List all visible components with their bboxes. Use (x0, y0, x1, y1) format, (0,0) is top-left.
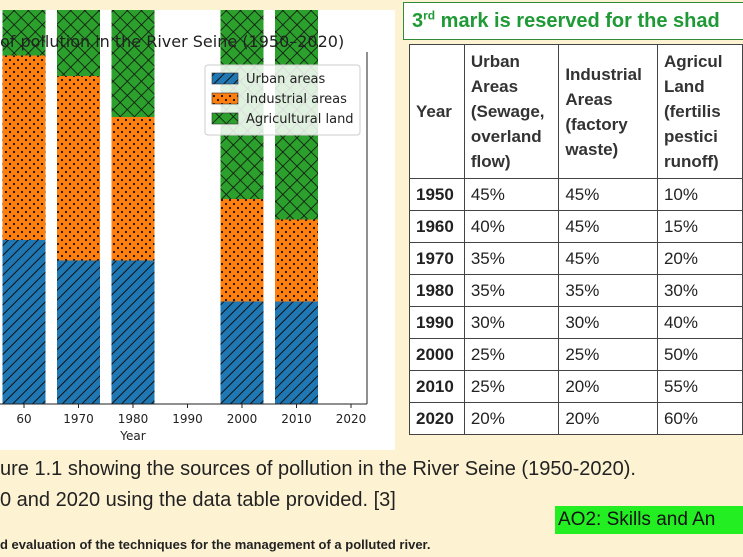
table-row: 1960 40% 45% 15% (409, 210, 743, 243)
table-cell-year: 2010 (409, 370, 465, 403)
footnote-text: d evaluation of the techniques for the m… (0, 537, 431, 552)
chart-panel: 60 1970 1980 1990 2000 2010 2020 of pollution … (0, 10, 395, 450)
reserved-note-text: mark is reserved for the shad (435, 10, 720, 32)
header-year: Year (409, 44, 465, 179)
table-cell-year: 2000 (409, 338, 465, 371)
bar-industrial-1960 (2, 55, 46, 240)
x-tick-label: 2020 (336, 412, 367, 426)
table-cell-industrial: 30% (558, 306, 658, 339)
figure-caption-line-2: 0 and 2020 using the data table provided… (0, 489, 396, 511)
legend-label-urban: Urban areas (246, 72, 325, 87)
figure-caption-line-1: ure 1.1 showing the sources of pollution… (0, 458, 636, 480)
table-row: 1990 30% 30% 40% (409, 306, 743, 339)
table-row: 1950 45% 45% 10% (409, 178, 743, 211)
table-cell-year: 1970 (409, 242, 465, 275)
ao2-skills-badge: AO2: Skills and An (555, 506, 743, 534)
table-cell-urban: 25% (463, 338, 560, 371)
table-cell-agricultural: 55% (656, 370, 743, 403)
reserved-note-ordinal: 3 (412, 10, 424, 32)
table-cell-industrial: 45% (558, 242, 658, 275)
chart-title: of pollution in the River Seine (1950–20… (0, 32, 344, 51)
x-tick-label: 1970 (63, 412, 94, 426)
bar-urban-1980 (111, 260, 155, 404)
table-row: 2010 25% 20% 55% (409, 370, 743, 403)
table-cell-agricultural: 50% (656, 338, 743, 371)
table-cell-agricultural: 15% (656, 210, 743, 243)
table-cell-year: 2020 (409, 402, 465, 435)
table-cell-year: 1950 (409, 178, 465, 211)
table-cell-urban: 35% (463, 274, 560, 307)
table-cell-year: 1980 (409, 274, 465, 307)
x-tick-label: 1980 (118, 412, 149, 426)
pollution-data-table: Year Urban Areas (Sewage, overland flow)… (409, 44, 743, 435)
x-tick-label: 2000 (227, 412, 258, 426)
table-cell-urban: 45% (463, 178, 560, 211)
header-urban: Urban Areas (Sewage, overland flow) (463, 44, 560, 179)
legend-swatch-urban (211, 72, 239, 85)
header-agricultural: Agricul Land (fertilis pestici runoff) (656, 44, 743, 179)
table-cell-urban: 25% (463, 370, 560, 403)
legend-label-industrial: Industrial areas (246, 92, 347, 107)
table-cell-industrial: 20% (558, 370, 658, 403)
table-cell-industrial: 35% (558, 274, 658, 307)
header-industrial: Industrial Areas (factory waste) (558, 44, 658, 179)
table-cell-industrial: 45% (558, 178, 658, 211)
chart-legend: Urban areas Industrial areas Agricultura… (204, 64, 361, 136)
table-cell-industrial: 25% (558, 338, 658, 371)
table-cell-urban: 35% (463, 242, 560, 275)
table-cell-year: 1990 (409, 306, 465, 339)
bar-urban-1960 (2, 240, 46, 404)
bar-agricultural-1960 (2, 10, 46, 56)
bar-agricultural-1980 (111, 10, 155, 117)
stacked-bar-chart: 60 1970 1980 1990 2000 2010 2020 of pollution … (0, 10, 368, 443)
table-cell-urban: 30% (463, 306, 560, 339)
table-cell-agricultural: 30% (656, 274, 743, 307)
bar-industrial-2000 (220, 199, 264, 302)
table-cell-agricultural: 20% (656, 242, 743, 275)
table-row: 2020 20% 20% 60% (409, 402, 743, 435)
legend-swatch-industrial (211, 92, 239, 105)
bar-industrial-2010 (275, 219, 318, 302)
table-cell-agricultural: 40% (656, 306, 743, 339)
reserved-note-suffix: rd (423, 8, 436, 23)
table-cell-urban: 40% (463, 210, 560, 243)
bar-industrial-1980 (111, 117, 155, 261)
table-header-row: Year Urban Areas (Sewage, overland flow)… (409, 44, 743, 179)
reserved-mark-note: 3rd mark is reserved for the shad (403, 2, 743, 40)
bar-agricultural-1970 (57, 10, 100, 76)
x-axis-label: Year (119, 429, 145, 443)
table-cell-industrial: 20% (558, 402, 658, 435)
x-tick-label: 60 (16, 412, 31, 426)
bar-urban-1970 (57, 260, 100, 404)
table-row: 1970 35% 45% 20% (409, 242, 743, 275)
table-cell-agricultural: 10% (656, 178, 743, 211)
legend-label-agricultural: Agricultural land (246, 112, 354, 127)
table-cell-year: 1960 (409, 210, 465, 243)
table-cell-urban: 20% (463, 402, 560, 435)
table-row: 1980 35% 35% 30% (409, 274, 743, 307)
bar-industrial-1970 (57, 76, 100, 261)
table-cell-industrial: 45% (558, 210, 658, 243)
table-cell-agricultural: 60% (656, 402, 743, 435)
table-row: 2000 25% 25% 50% (409, 338, 743, 371)
x-tick-label: 2010 (281, 412, 312, 426)
bar-urban-2010 (275, 301, 318, 404)
x-tick-label: 1990 (172, 412, 203, 426)
bar-urban-2000 (220, 301, 264, 404)
legend-swatch-agricultural (211, 112, 239, 125)
